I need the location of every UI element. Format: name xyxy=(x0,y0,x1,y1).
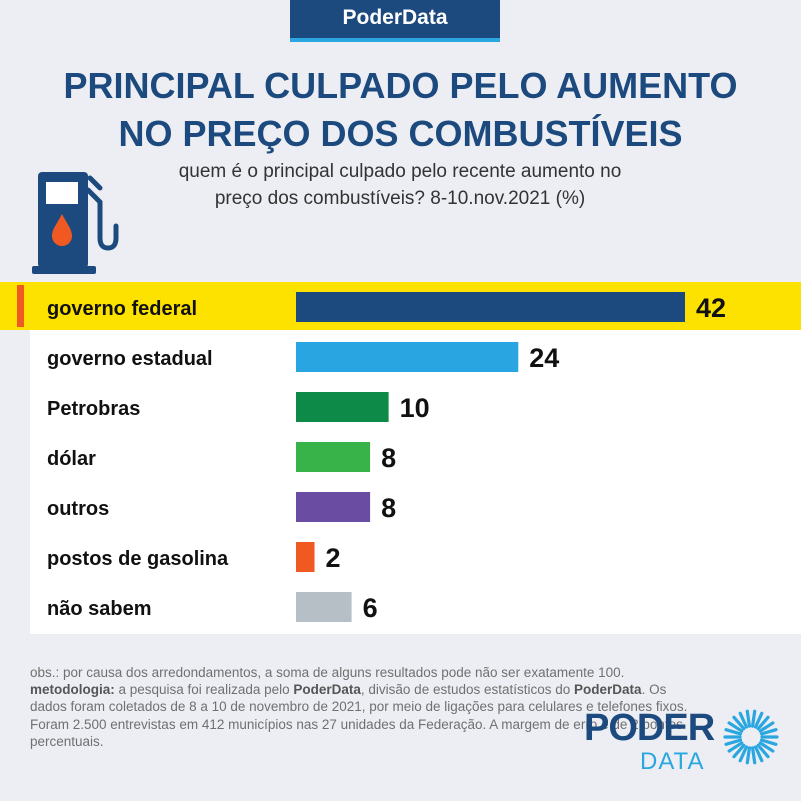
category-label: governo federal xyxy=(47,298,197,320)
subtitle-line-2: preço dos combustíveis? 8-10.nov.2021 (%… xyxy=(214,188,586,209)
category-label: outros xyxy=(47,498,109,520)
chart-panel xyxy=(30,282,801,634)
bar-value-label: 8 xyxy=(381,493,396,523)
fuel-pump-icon xyxy=(32,172,119,274)
footnote-brand-2: PoderData xyxy=(574,682,642,698)
bar-value-label: 6 xyxy=(363,593,378,623)
bar xyxy=(296,542,315,572)
logo-word-poder: PODER xyxy=(584,707,715,749)
brand-header-underline xyxy=(290,38,500,42)
bar-value-label: 24 xyxy=(529,343,559,373)
title-line-1: PRINCIPAL CULPADO PELO AUMENTO xyxy=(63,65,738,106)
category-label: postos de gasolina xyxy=(47,548,229,570)
footnote-metodologia-label: metodologia: xyxy=(30,682,115,698)
bar-value-label: 8 xyxy=(381,443,396,473)
bar-value-label: 10 xyxy=(400,393,430,423)
category-label: Petrobras xyxy=(47,398,140,420)
bar xyxy=(296,592,352,622)
category-label: governo estadual xyxy=(47,348,213,370)
chart-title: PRINCIPAL CULPADO PELO AUMENTO NO PREÇO … xyxy=(0,62,801,158)
footnote-text-1: a pesquisa foi realizada pelo xyxy=(114,682,294,698)
bar xyxy=(296,442,371,472)
bar-value-label: 42 xyxy=(696,293,726,323)
title-line-2: NO PREÇO DOS COMBUSTÍVEIS xyxy=(118,113,683,154)
category-label: não sabem xyxy=(47,598,151,620)
footnote-text-2: , divisão de estudos estatísticos do xyxy=(360,682,575,698)
bar-value-label: 2 xyxy=(326,543,341,573)
footnote-obs: obs.: por causa dos arredondamentos, a s… xyxy=(30,665,625,680)
highlight-marker xyxy=(17,285,24,327)
bar xyxy=(296,392,389,422)
brand-header: PoderData xyxy=(290,0,500,38)
logo-burst-icon xyxy=(723,709,779,765)
footnote-brand-1: PoderData xyxy=(293,682,361,698)
logo-word-data: DATA xyxy=(640,748,705,775)
bar xyxy=(296,292,685,322)
category-label: dólar xyxy=(47,448,96,470)
bar xyxy=(296,492,371,522)
footnote: obs.: por causa dos arredondamentos, a s… xyxy=(30,664,690,750)
bar xyxy=(296,342,519,372)
poderdata-logo: PODER DATA xyxy=(584,708,784,784)
subtitle-line-1: quem é o principal culpado pelo recente … xyxy=(178,161,622,182)
chart-subtitle: quem é o principal culpado pelo recente … xyxy=(100,158,700,212)
footnote-text-3: . Os dados foram coletados de 8 a 10 de … xyxy=(30,682,688,749)
